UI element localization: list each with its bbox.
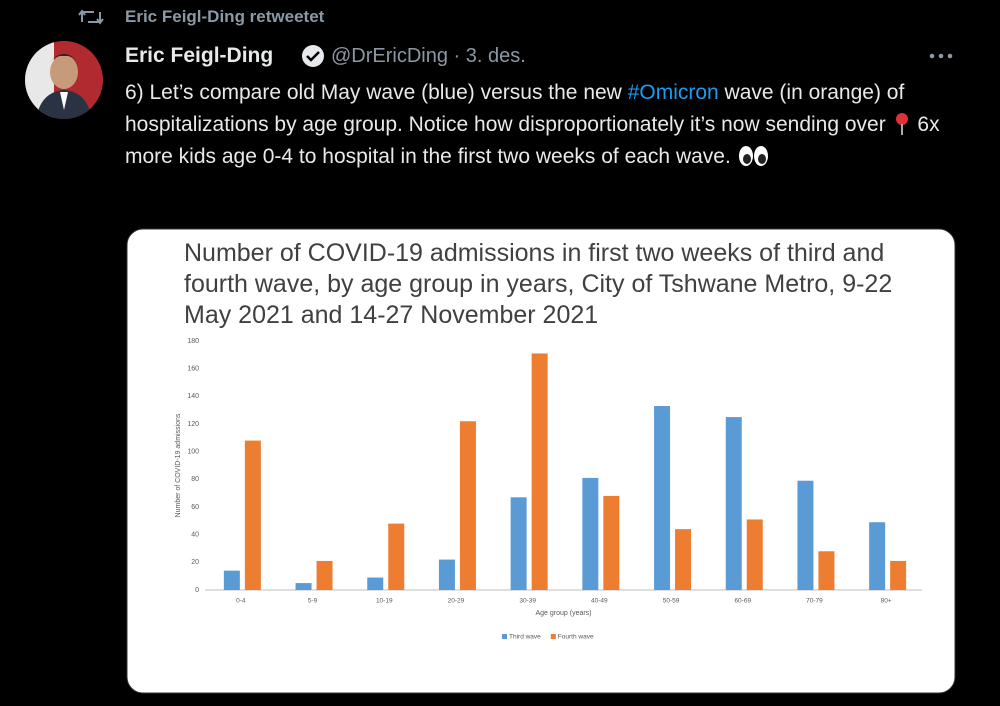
bar bbox=[244, 440, 261, 590]
y-tick-label: 120 bbox=[187, 421, 199, 428]
author-meta[interactable]: @DrEricDing · 3. des. bbox=[331, 45, 526, 67]
text: 6) Let’s compare old May wave (blue) ver… bbox=[125, 81, 628, 104]
text: 6x more kids age 0-4 to hospital in the … bbox=[125, 113, 940, 168]
tweet-text: 6) Let’s compare old May wave (blue) ver… bbox=[125, 77, 965, 173]
bar bbox=[746, 519, 763, 590]
x-tick-label: 60-69 bbox=[734, 598, 751, 605]
legend-swatch bbox=[502, 634, 507, 639]
x-tick-label: 50-59 bbox=[663, 598, 680, 605]
y-tick-label: 180 bbox=[187, 338, 199, 345]
text: wave (in orange) of hospitalizations by … bbox=[125, 81, 905, 136]
bar bbox=[295, 583, 312, 590]
bar bbox=[582, 477, 599, 590]
y-tick-label: 60 bbox=[191, 504, 199, 511]
y-tick-label: 0 bbox=[195, 587, 199, 594]
bar bbox=[531, 353, 548, 590]
eyes-emoji bbox=[738, 146, 768, 166]
avatar[interactable] bbox=[24, 40, 104, 120]
bar bbox=[890, 560, 907, 590]
hashtag[interactable]: #Omicron bbox=[627, 81, 719, 104]
y-tick-label: 20 bbox=[191, 559, 199, 566]
y-tick-label: 80 bbox=[191, 476, 199, 483]
x-tick-label: 20-29 bbox=[448, 598, 465, 605]
more-button[interactable] bbox=[929, 53, 953, 59]
bar bbox=[797, 480, 814, 590]
legend-swatch bbox=[550, 634, 556, 639]
y-tick-label: 40 bbox=[191, 532, 199, 539]
author-name[interactable]: Eric Feigl-Ding bbox=[125, 44, 274, 67]
x-tick-label: 0-4 bbox=[236, 598, 246, 605]
x-tick-label: 30-39 bbox=[519, 598, 536, 605]
bar bbox=[725, 417, 742, 590]
bar bbox=[510, 497, 527, 590]
bar bbox=[818, 551, 835, 590]
legend-label: Third wave bbox=[509, 634, 541, 641]
bar bbox=[388, 523, 405, 590]
bar bbox=[438, 559, 455, 590]
bar bbox=[869, 522, 886, 590]
bar bbox=[367, 577, 384, 590]
y-tick-label: 160 bbox=[187, 366, 199, 373]
x-tick-label: 40-49 bbox=[591, 598, 608, 605]
chart-title: Number of COVID-19 admissions in first t… bbox=[184, 239, 893, 329]
retweet-icon bbox=[78, 9, 104, 25]
verified-badge bbox=[302, 45, 324, 67]
bar bbox=[459, 421, 476, 590]
x-tick-label: 80+ bbox=[881, 598, 892, 605]
x-axis-label: Age group (years) bbox=[535, 610, 591, 617]
y-tick-label: 140 bbox=[187, 393, 199, 400]
bar bbox=[675, 529, 692, 590]
retweet-label: Eric Feigl-Ding retweetet bbox=[125, 7, 325, 26]
pin-emoji bbox=[895, 113, 908, 135]
x-tick-label: 5-9 bbox=[308, 598, 318, 605]
x-tick-label: 10-19 bbox=[376, 598, 393, 605]
y-axis-label: Number of COVID-19 admissions bbox=[175, 413, 182, 517]
x-tick-label: 70-79 bbox=[806, 598, 823, 605]
bar bbox=[603, 495, 620, 590]
bar bbox=[654, 406, 671, 590]
bar bbox=[316, 560, 333, 590]
legend-label: Fourth wave bbox=[558, 634, 594, 641]
y-tick-label: 100 bbox=[187, 449, 199, 456]
bar bbox=[223, 570, 240, 590]
